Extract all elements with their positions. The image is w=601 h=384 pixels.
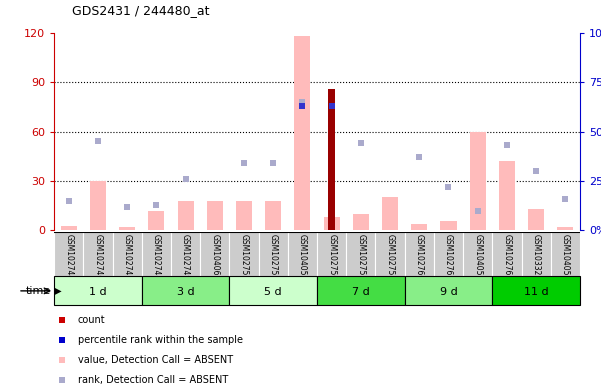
Text: GSM103323: GSM103323 — [532, 233, 541, 280]
Bar — [317, 276, 404, 305]
Text: GSM104060: GSM104060 — [210, 233, 219, 280]
Bar — [265, 201, 281, 230]
Bar — [54, 232, 84, 276]
Bar — [148, 210, 165, 230]
Text: count: count — [78, 315, 105, 325]
Text: GSM102763: GSM102763 — [502, 233, 511, 280]
Text: GSM102755: GSM102755 — [269, 233, 278, 280]
Bar — [522, 232, 551, 276]
Bar — [317, 232, 346, 276]
Text: ▶: ▶ — [51, 286, 62, 296]
Text: GSM102747: GSM102747 — [123, 233, 132, 280]
Bar — [323, 217, 340, 230]
Text: GSM102761: GSM102761 — [444, 233, 453, 280]
Bar — [492, 276, 580, 305]
Text: 11 d: 11 d — [524, 287, 549, 297]
Text: rank, Detection Call = ABSENT: rank, Detection Call = ABSENT — [78, 375, 228, 384]
Bar — [61, 226, 77, 230]
Bar — [112, 232, 142, 276]
Text: time: time — [26, 286, 51, 296]
Bar — [142, 276, 230, 305]
Bar — [469, 131, 486, 230]
Bar — [499, 161, 515, 230]
Bar — [258, 232, 288, 276]
Text: 9 d: 9 d — [439, 287, 457, 297]
Text: GSM104053: GSM104053 — [561, 233, 570, 280]
Bar — [434, 232, 463, 276]
Bar — [463, 232, 492, 276]
Bar — [171, 232, 200, 276]
Text: GSM104052: GSM104052 — [473, 233, 482, 280]
Bar — [200, 232, 230, 276]
Bar — [382, 197, 398, 230]
Text: GSM102746: GSM102746 — [93, 233, 102, 280]
Text: GSM102757: GSM102757 — [356, 233, 365, 280]
Text: 7 d: 7 d — [352, 287, 370, 297]
Text: GDS2431 / 244480_at: GDS2431 / 244480_at — [72, 4, 210, 17]
Bar — [376, 232, 404, 276]
Bar — [551, 232, 580, 276]
Text: GSM102758: GSM102758 — [386, 233, 395, 280]
Bar — [328, 89, 335, 230]
Bar — [404, 232, 434, 276]
Bar — [528, 209, 544, 230]
Bar — [411, 224, 427, 230]
Bar — [230, 232, 258, 276]
Bar — [346, 232, 376, 276]
Bar — [90, 181, 106, 230]
Bar — [230, 276, 317, 305]
Text: value, Detection Call = ABSENT: value, Detection Call = ABSENT — [78, 355, 233, 365]
Text: GSM102756: GSM102756 — [327, 233, 336, 280]
Text: percentile rank within the sample: percentile rank within the sample — [78, 335, 243, 345]
Bar — [288, 232, 317, 276]
Text: GSM102753: GSM102753 — [239, 233, 248, 280]
Text: GSM102749: GSM102749 — [181, 233, 190, 280]
Bar — [404, 276, 492, 305]
Bar — [207, 201, 223, 230]
Bar — [294, 36, 311, 230]
Text: GSM102748: GSM102748 — [152, 233, 161, 280]
Bar — [177, 201, 194, 230]
Bar — [84, 232, 112, 276]
Bar — [557, 227, 573, 230]
Bar — [119, 227, 135, 230]
Text: 1 d: 1 d — [89, 287, 107, 297]
Bar — [54, 276, 142, 305]
Bar — [142, 232, 171, 276]
Text: GSM102744: GSM102744 — [64, 233, 73, 280]
Text: 5 d: 5 d — [264, 287, 282, 297]
Text: GSM104051: GSM104051 — [298, 233, 307, 280]
Text: GSM102760: GSM102760 — [415, 233, 424, 280]
Text: 3 d: 3 d — [177, 287, 194, 297]
Bar — [492, 232, 522, 276]
Bar — [353, 214, 369, 230]
Bar — [441, 220, 457, 230]
Bar — [236, 201, 252, 230]
